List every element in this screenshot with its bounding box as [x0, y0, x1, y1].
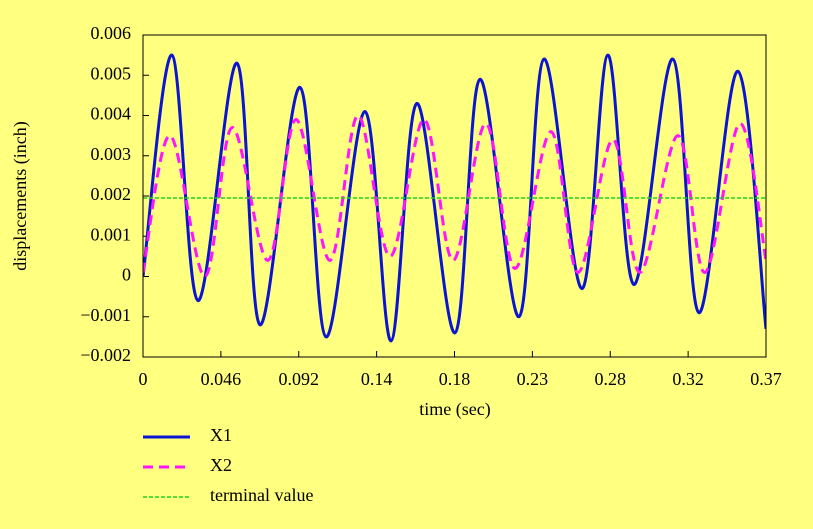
y-tick-label: 0.006 [91, 23, 132, 43]
y-tick-label: −0.001 [80, 305, 131, 325]
x-axis-label: time (sec) [419, 399, 490, 420]
legend-label: terminal value [210, 485, 313, 505]
x-tick-label: 0.37 [750, 369, 782, 389]
y-tick-label: 0.005 [91, 63, 132, 83]
y-tick-label: −0.002 [80, 345, 131, 365]
series-line [143, 53, 766, 343]
x-tick-label: 0.28 [595, 369, 627, 389]
y-tick-label: 0.004 [91, 104, 132, 124]
x-tick-label: 0.23 [517, 369, 549, 389]
x-tick-label: 0.046 [201, 369, 242, 389]
y-tick-label: 0.003 [91, 144, 132, 164]
x-tick-label: 0 [139, 369, 148, 389]
x-tick-label: 0.14 [361, 369, 393, 389]
x-tick-label: 0.18 [439, 369, 471, 389]
y-tick-label: 0.001 [91, 224, 132, 244]
series-line [143, 113, 766, 279]
x-tick-label: 0.092 [279, 369, 320, 389]
plot-frame [142, 34, 767, 358]
y-tick-label: 0 [122, 265, 131, 285]
legend-label: X2 [210, 455, 232, 475]
y-axis-label: displacements (inch) [10, 121, 31, 270]
x-tick-label: 0.32 [672, 369, 704, 389]
y-tick-label: 0.002 [91, 184, 132, 204]
legend-label: X1 [210, 425, 232, 445]
